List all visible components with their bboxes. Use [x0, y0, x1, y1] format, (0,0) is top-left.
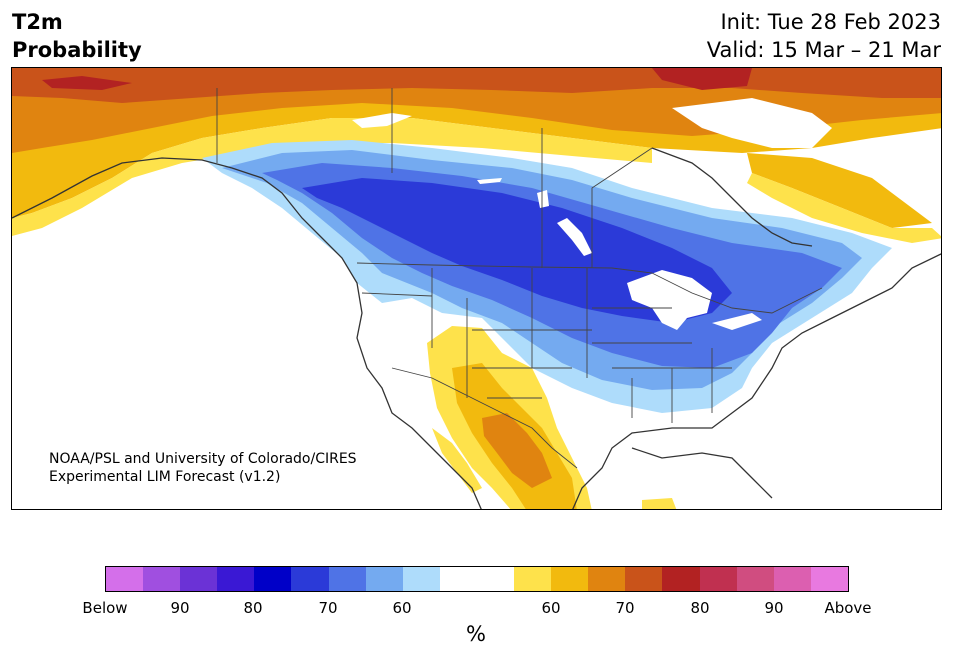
greenland-ice — [672, 98, 832, 148]
map-title: T2m Probability — [12, 8, 142, 64]
colorbar-segment — [810, 567, 848, 591]
colorbar-segment — [143, 567, 181, 591]
colorbar-tick-label: 90 — [764, 599, 784, 617]
colorbar-segment — [402, 567, 440, 591]
colorbar-segment — [439, 567, 477, 591]
credit-text: NOAA/PSL and University of Colorado/CIRE… — [49, 450, 357, 486]
colorbar-tick-label: Below — [82, 599, 128, 617]
manitoba-lakes — [537, 190, 592, 256]
credit-line-2: Experimental LIM Forecast (v1.2) — [49, 469, 281, 485]
colorbar-segment — [365, 567, 403, 591]
colorbar-tick-label: 80 — [243, 599, 263, 617]
gulf-yellow — [642, 498, 677, 509]
colorbar-segment — [217, 567, 255, 591]
colorbar-segment — [625, 567, 663, 591]
colorbar-unit: % — [466, 622, 486, 646]
athabasca-lake — [477, 178, 502, 184]
colorbar-tick-label: 60 — [541, 599, 561, 617]
colorbar — [105, 566, 849, 592]
credit-line-1: NOAA/PSL and University of Colorado/CIRE… — [49, 451, 357, 467]
date-info: Init: Tue 28 Feb 2023 Valid: 15 Mar – 21… — [707, 8, 941, 64]
sw-orange-band — [482, 413, 552, 488]
colorbar-segment — [773, 567, 811, 591]
colorbar-segment — [588, 567, 626, 591]
variable-label: T2m — [12, 10, 63, 34]
colorbar-segment — [254, 567, 292, 591]
colorbar-segment — [662, 567, 700, 591]
colorbar-segment — [736, 567, 774, 591]
east-gold-band — [747, 153, 932, 228]
colorbar-segment — [106, 567, 144, 591]
colorbar-segment — [180, 567, 218, 591]
cold-dark-band — [302, 178, 732, 323]
colorbar-tick-label: 80 — [690, 599, 710, 617]
colorbar-tick-label: Above — [824, 599, 872, 617]
great-lakes — [627, 270, 762, 330]
subtitle-label: Probability — [12, 38, 142, 62]
north-yellow-band — [12, 118, 652, 236]
colorbar-tick-label: 70 — [615, 599, 635, 617]
coastlines — [12, 147, 941, 509]
colorbar-segment — [551, 567, 589, 591]
arctic-island-white — [352, 113, 412, 128]
colorbar-segment — [328, 567, 366, 591]
colorbar-segment — [476, 567, 515, 591]
east-yellow-band — [747, 173, 941, 243]
colorbar-tick-label: 60 — [392, 599, 412, 617]
colorbar-segment — [514, 567, 552, 591]
forecast-map — [11, 67, 942, 510]
political-borders — [216, 88, 823, 469]
colorbar-tick-label: 90 — [170, 599, 190, 617]
north-red-patch — [42, 68, 752, 90]
colorbar-segment — [699, 567, 737, 591]
map-svg — [12, 68, 941, 509]
baja-yellow — [432, 428, 482, 493]
init-date: Init: Tue 28 Feb 2023 — [720, 10, 941, 34]
valid-date: Valid: 15 Mar – 21 Mar — [706, 38, 941, 62]
colorbar-tick-label: 70 — [318, 599, 338, 617]
colorbar-segment — [291, 567, 329, 591]
